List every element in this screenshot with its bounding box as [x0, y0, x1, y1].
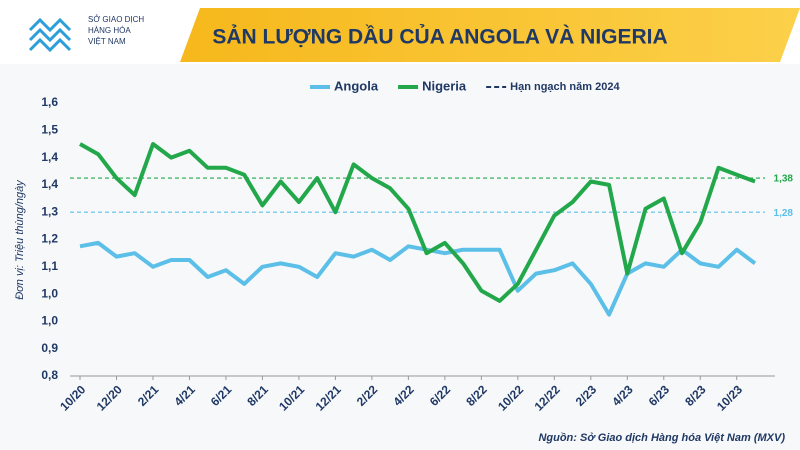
source: Nguồn: Sở Giao dịch Hàng hóa Việt Nam (M… [538, 432, 785, 444]
quota-label: 1,28 [774, 208, 794, 219]
logo-text: HÀNG HÓA [88, 26, 131, 35]
legend-label: Hạn ngạch năm 2024 [510, 81, 620, 93]
y-tick-label: 0,9 [41, 341, 58, 355]
y-tick-label: 1,0 [41, 286, 58, 300]
y-tick-label: 1,5 [41, 122, 58, 136]
title-banner [180, 8, 800, 62]
logo-text: VIỆT NAM [88, 37, 126, 46]
y-tick-label: 0,8 [41, 368, 58, 382]
y-tick-label: 1,1 [41, 259, 58, 273]
series-line [79, 142, 756, 303]
logo-text: SỞ GIAO DỊCH [88, 15, 144, 24]
y-tick-label: 1,4 [41, 177, 58, 191]
y-tick-label: 1,6 [41, 95, 58, 109]
quota-label: 1,38 [774, 174, 794, 185]
series-line [79, 240, 757, 317]
legend-label: Nigeria [422, 78, 467, 93]
y-tick-label: 1,3 [41, 204, 58, 218]
logo [28, 17, 72, 53]
y-tick-label: 1,0 [41, 314, 58, 328]
y-axis-label: Đơn vị: Triệu thùng/ngày [14, 179, 26, 300]
chart-title: SẢN LƯỢNG DẦU CỦA ANGOLA VÀ NIGERIA [212, 25, 667, 49]
y-tick-label: 1,2 [41, 232, 58, 246]
legend-label: Angola [334, 78, 379, 93]
y-tick-label: 1,4 [41, 150, 58, 164]
